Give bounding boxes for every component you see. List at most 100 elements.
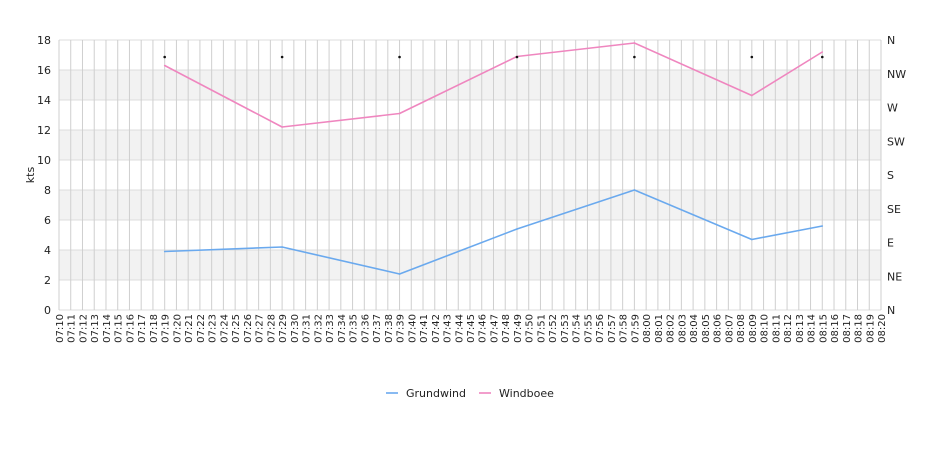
data-point-windboee [633, 42, 636, 44]
x-tick-label: 08:10 [760, 314, 771, 343]
direction-marker [398, 55, 401, 59]
x-tick-label: 07:36 [360, 314, 371, 343]
data-point-grundwind [163, 250, 166, 253]
x-tick-label: 07:49 [513, 314, 524, 343]
x-tick-label: 07:53 [560, 314, 571, 343]
right-axis-label: N [887, 34, 895, 47]
x-tick-label: 08:04 [689, 314, 700, 343]
x-tick-label: 07:16 [125, 314, 136, 343]
x-tick-label: 07:31 [302, 314, 313, 343]
x-tick-label: 07:28 [266, 314, 277, 343]
x-tick-label: 08:16 [830, 314, 841, 343]
x-tick-label: 07:39 [396, 314, 407, 343]
right-axis-label: N [887, 304, 895, 317]
x-tick-label: 07:19 [161, 314, 172, 343]
direction-marker [750, 55, 754, 59]
x-tick-label: 07:42 [431, 314, 442, 343]
x-tick-label: 07:24 [219, 314, 230, 343]
x-tick-label: 07:17 [137, 314, 148, 343]
x-tick-label: 08:01 [654, 314, 665, 343]
x-tick-label: 07:14 [102, 314, 113, 343]
direction-marker [280, 55, 284, 59]
x-tick-label: 07:26 [243, 314, 254, 343]
x-tick-label: 08:12 [783, 314, 794, 343]
data-point-grundwind [398, 273, 401, 275]
x-tick-label: 07:47 [489, 314, 500, 343]
data-point-grundwind [633, 189, 636, 191]
x-tick-label: 07:34 [337, 314, 348, 343]
x-tick-label: 08:06 [713, 314, 724, 343]
data-point-windboee [751, 94, 753, 97]
data-point-grundwind [281, 246, 283, 248]
y-tick-label: 0 [44, 304, 51, 317]
data-point-grundwind [821, 225, 824, 227]
data-point-grundwind [516, 228, 518, 230]
x-tick-label: 07:30 [290, 314, 301, 343]
x-tick-label: 08:02 [666, 314, 677, 343]
x-tick-label: 08:08 [736, 314, 747, 343]
x-tick-label: 07:29 [278, 314, 289, 343]
x-tick-label: 07:58 [619, 314, 630, 343]
x-tick-label: 07:20 [172, 314, 183, 343]
data-point-grundwind [751, 238, 753, 241]
x-tick-label: 07:55 [583, 314, 594, 343]
x-tick-label: 07:41 [419, 314, 430, 343]
right-axis-label: S [887, 169, 894, 182]
x-tick-label: 07:54 [572, 314, 583, 343]
right-axis-label: SE [887, 203, 901, 216]
right-axis-label: NW [887, 68, 906, 81]
y-tick-label: 10 [37, 154, 51, 167]
x-tick-label: 07:59 [630, 314, 641, 343]
x-tick-label: 08:18 [854, 314, 865, 343]
x-tick-label: 07:37 [372, 314, 383, 343]
x-tick-label: 08:05 [701, 314, 712, 343]
x-tick-label: 08:11 [771, 314, 782, 343]
x-tick-label: 07:18 [149, 314, 160, 343]
y-tick-label: 16 [37, 64, 51, 77]
x-tick-label: 08:20 [877, 314, 888, 343]
y-tick-label: 2 [44, 274, 51, 287]
right-axis-label: E [887, 237, 894, 250]
legend-label: Windboee [499, 387, 554, 400]
x-tick-label: 08:07 [724, 314, 735, 343]
x-tick-label: 07:27 [255, 314, 266, 343]
y-tick-label: 8 [44, 184, 51, 197]
right-axis-label: NE [887, 270, 902, 283]
x-tick-label: 07:38 [384, 314, 395, 343]
y-tick-label: 12 [37, 124, 51, 137]
x-tick-label: 07:22 [196, 314, 207, 343]
data-point-windboee [398, 112, 401, 115]
data-point-windboee [821, 51, 824, 53]
x-tick-label: 07:40 [407, 314, 418, 343]
data-point-windboee [163, 64, 166, 67]
x-tick-label: 07:32 [313, 314, 324, 343]
x-tick-label: 07:43 [443, 314, 454, 343]
x-tick-label: 08:03 [677, 314, 688, 343]
direction-marker [633, 55, 636, 59]
x-tick-label: 07:23 [208, 314, 219, 343]
x-tick-label: 07:15 [114, 314, 125, 343]
y-axis-label: kts [24, 167, 37, 184]
x-tick-label: 07:45 [466, 314, 477, 343]
y-tick-label: 4 [44, 244, 51, 257]
x-tick-label: 07:44 [454, 314, 465, 343]
x-tick-label: 07:11 [67, 314, 78, 343]
x-tick-label: 08:15 [818, 314, 829, 343]
x-tick-label: 07:56 [595, 314, 606, 343]
x-tick-label: 07:33 [325, 314, 336, 343]
x-tick-label: 07:35 [349, 314, 360, 343]
x-tick-label: 07:13 [90, 314, 101, 343]
y-tick-label: 6 [44, 214, 51, 227]
x-tick-label: 08:14 [807, 314, 818, 343]
data-point-windboee [281, 126, 283, 128]
x-tick-label: 07:12 [78, 314, 89, 343]
x-tick-label: 07:48 [501, 314, 512, 343]
right-axis-label: W [887, 102, 898, 115]
x-tick-label: 08:00 [642, 314, 653, 343]
x-tick-label: 08:19 [865, 314, 876, 343]
x-tick-label: 07:46 [478, 314, 489, 343]
x-tick-label: 07:21 [184, 314, 195, 343]
right-axis-label: SW [887, 135, 905, 148]
